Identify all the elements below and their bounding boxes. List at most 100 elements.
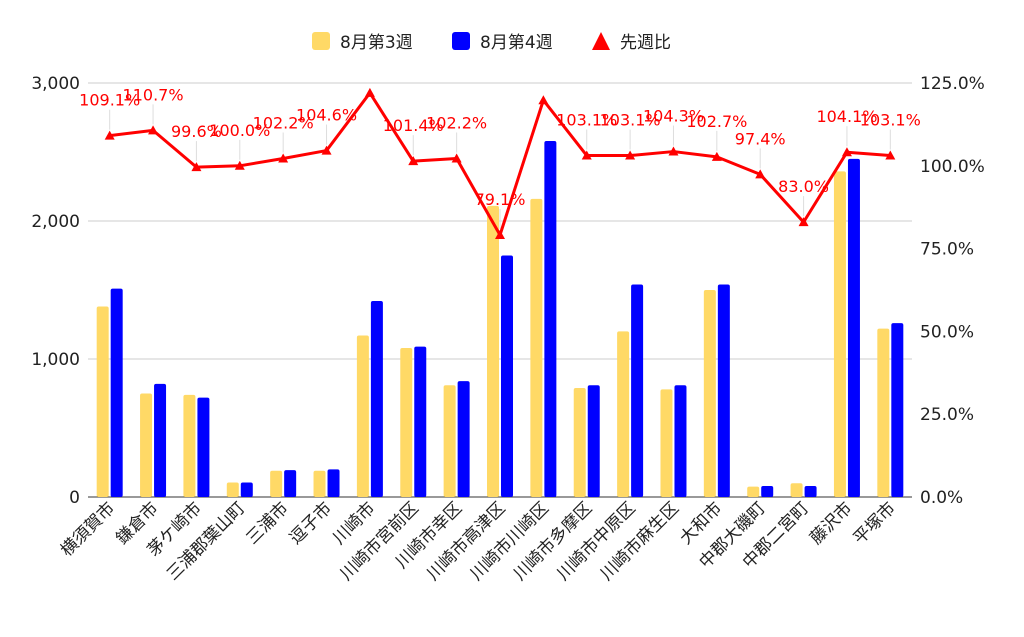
category-label: 逗子市 [286,498,336,548]
bar-week4 [110,288,123,497]
ratio-data-label: 100.0% [209,121,270,140]
bar-week4 [327,469,340,497]
category-label: 藤沢市 [806,498,856,548]
ratio-data-label: 103.1% [600,111,661,130]
bar-week4 [674,385,687,497]
right-tick-label: 75.0% [920,240,974,260]
bar-week4 [240,482,253,497]
ratio-point [321,145,332,155]
bar-week4 [544,140,557,497]
ratio-data-label: 83.0% [778,177,829,196]
bar-week3 [140,393,153,497]
legend: 8月第3週 8月第4週 先週比 [312,32,671,53]
ratio-point [841,147,852,157]
right-tick-label: 100.0% [920,157,985,177]
ratio-data-label: 101.4% [383,116,444,135]
bar-week3 [400,347,413,497]
bar-series [96,140,904,498]
bar-week3 [703,290,716,497]
ratio-data-label: 79.1% [475,190,526,209]
bar-week4 [891,323,904,497]
bar-week3 [443,385,456,497]
bar-week4 [284,470,297,497]
bar-week4 [804,485,817,497]
legend-label: 先週比 [620,33,671,53]
bar-week4 [717,284,730,497]
ratio-data-label: 104.6% [296,106,357,125]
ratio-data-label: 102.2% [253,114,314,133]
left-tick-label: 2,000 [31,212,80,232]
left-tick-label: 0 [69,488,80,508]
legend-swatch [452,32,470,50]
bar-week3 [96,306,109,497]
bar-week3 [226,482,239,497]
bar-week4 [154,383,167,497]
ratio-point [451,153,462,163]
ratio-point [234,160,245,170]
bar-week3 [270,470,283,497]
bar-week3 [877,328,890,497]
gridlines [88,82,912,498]
legend-label: 8月第3週 [340,33,413,53]
left-tick-label: 1,000 [31,350,80,370]
line-series [104,87,896,240]
right-axis: 0.0% 25.0% 50.0% 75.0% 100.0% 125.0% [920,74,985,508]
bar-week3 [660,389,673,497]
ratio-point [538,95,549,105]
ratio-data-label: 102.2% [426,114,487,133]
bar-week3 [313,470,326,497]
bar-week3 [530,198,543,498]
ratio-point [668,146,679,156]
ratio-point [625,150,636,160]
ratio-point [581,150,592,160]
ratio-point [495,230,505,240]
ratio-data-label: 110.7% [123,85,184,104]
bar-week4 [197,397,210,497]
ratio-data-label: 103.1% [556,111,617,130]
bar-week3 [183,394,196,497]
ratio-point [408,156,419,166]
ratio-data-label: 102.7% [686,112,747,131]
ratio-point [148,125,159,135]
bar-week4 [501,255,513,497]
ratio-point [798,217,809,227]
ratio-data-label: 103.1% [860,111,921,130]
ratio-point [364,87,375,97]
bar-week4 [847,158,860,497]
bar-week4 [631,284,644,497]
right-tick-label: 0.0% [920,488,963,508]
ratio-point [278,153,289,163]
ratio-point [755,169,766,179]
data-labels: 109.1%110.7%99.6%100.0%102.2%104.6%101.4… [79,85,921,230]
bar-week3 [833,171,846,497]
bar-week4 [761,485,774,497]
bar-week3 [790,483,803,497]
ratio-data-label: 109.1% [79,91,140,110]
category-label: 平塚市 [850,498,900,548]
bar-week3 [747,486,760,497]
x-axis: 横須賀市鎌倉市茅ケ崎市三浦郡葉山町三浦市逗子市川崎市川崎市宮前区川崎市幸区川崎市… [57,498,900,584]
ratio-point [711,151,722,161]
left-axis: 0 1,000 2,000 3,000 [31,74,80,508]
ratio-point [191,162,202,172]
ratio-data-label: 104.1% [816,107,877,126]
bar-week3 [573,387,586,497]
bar-week4 [587,385,600,497]
bar-week4 [370,301,383,497]
bar-week4 [414,346,427,497]
bar-week3 [356,335,369,497]
ratio-data-label: 97.4% [735,129,786,148]
right-tick-label: 50.0% [920,322,974,342]
legend-swatch [312,32,330,50]
legend-marker [592,32,610,50]
bar-week3 [487,205,499,497]
ratio-data-label: 99.6% [171,122,222,141]
category-label: 三浦市 [242,498,292,548]
right-tick-label: 25.0% [920,405,974,425]
legend-label: 8月第4週 [480,33,553,53]
right-tick-label: 125.0% [920,74,985,94]
category-label: 横須賀市 [57,498,119,560]
ratio-data-label: 104.3% [643,107,704,126]
